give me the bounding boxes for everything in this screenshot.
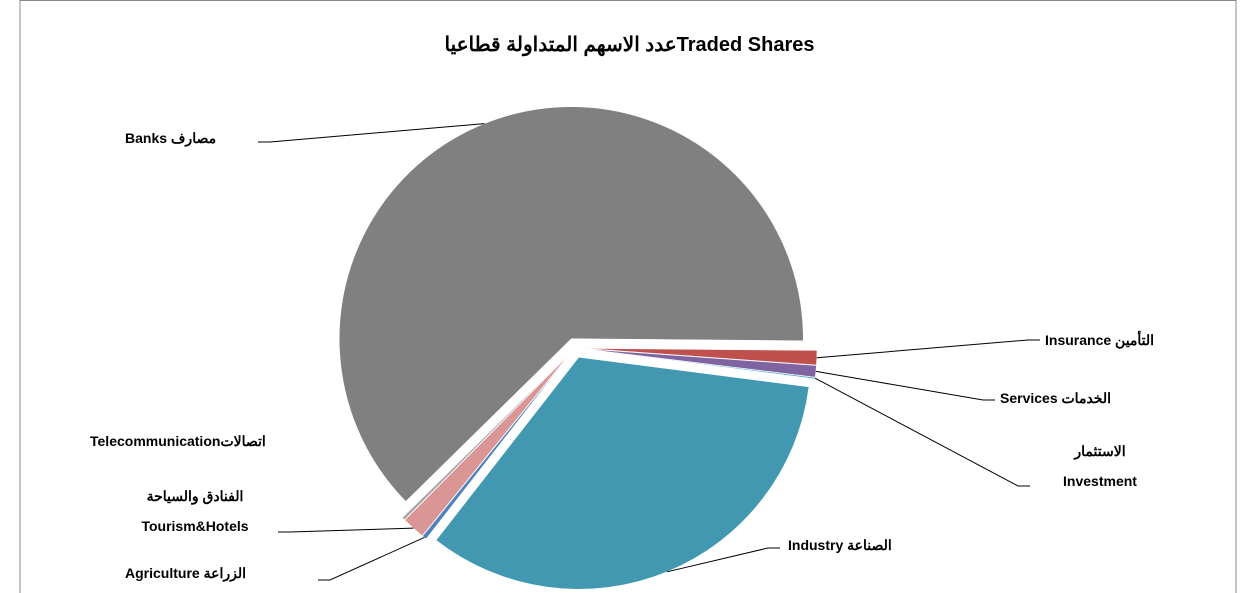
slice-label: Industry الصناعة — [788, 537, 892, 553]
pie-slice — [422, 355, 569, 540]
pie-slice — [435, 356, 810, 590]
pie-slice — [402, 354, 569, 521]
slice-label: Telecommunicationاتصالات — [90, 433, 266, 449]
leader-line — [816, 339, 1040, 359]
slice-label: Banks مصارف — [125, 130, 217, 146]
chart-title: عدد الاسهم المتداولة قطاعياTraded Shares — [444, 34, 815, 56]
slice-label: Services الخدمات — [1000, 390, 1111, 406]
slice-label: الفنادق والسياحة Tourism&Hotels — [141, 488, 249, 534]
leader-line — [666, 547, 780, 573]
slice-label: Insurance التأمين — [1045, 332, 1155, 348]
leader-line — [258, 123, 485, 143]
leader-line — [318, 536, 425, 581]
slice-label: الاستثمار Investment — [1063, 443, 1137, 489]
pie-slice — [339, 106, 804, 502]
leader-line — [815, 370, 995, 401]
leader-line — [814, 377, 1030, 487]
pie-slice — [584, 348, 818, 366]
slice-label: Agriculture الزراعة — [125, 565, 246, 581]
leader-line — [278, 527, 414, 533]
